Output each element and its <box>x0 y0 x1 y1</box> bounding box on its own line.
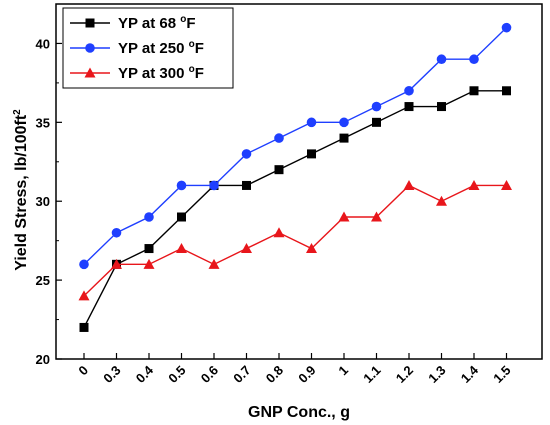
data-point <box>176 180 187 191</box>
data-point <box>469 54 479 65</box>
y-axis-title-superscript: 2 <box>12 109 23 115</box>
data-point <box>177 212 186 222</box>
data-point <box>79 322 89 332</box>
series-line <box>83 27 507 265</box>
legend-label: YP at 300 oF <box>118 64 204 82</box>
x-tick-label: 0.7 <box>230 363 253 386</box>
y-axis-title-main: Yield Stress, lb/100ft <box>13 114 30 271</box>
x-tick-label: 1.1 <box>360 363 383 386</box>
series-2 <box>79 22 512 270</box>
data-point <box>242 180 251 190</box>
legend-label: YP at 250 oF <box>118 39 204 57</box>
series-line <box>83 90 507 328</box>
data-point <box>371 101 382 112</box>
legend-label-main: YP at 300 <box>118 65 189 82</box>
data-point <box>372 117 381 127</box>
data-point <box>241 149 252 159</box>
legend-label: YP at 68 oF <box>118 14 196 32</box>
data-point <box>111 227 122 238</box>
x-tick-label: 1 <box>335 363 351 379</box>
x-tick-label: 0.3 <box>100 363 123 386</box>
data-point <box>208 258 220 269</box>
data-point <box>144 212 154 222</box>
legend-label-degree: o <box>189 64 195 75</box>
data-point <box>436 195 447 206</box>
x-tick-label: 0.5 <box>165 363 188 386</box>
data-point <box>437 102 446 112</box>
series-1 <box>79 86 511 332</box>
x-tick-label: 0.9 <box>295 363 318 386</box>
x-axis-title: GNP Conc., g <box>248 404 350 421</box>
legend-marker <box>85 43 95 53</box>
data-point <box>501 179 512 190</box>
data-point <box>111 258 122 269</box>
data-point <box>306 243 317 254</box>
data-point <box>403 179 415 190</box>
y-tick-label: 35 <box>36 115 50 130</box>
data-point <box>501 22 512 33</box>
legend-label-degree: o <box>189 39 195 50</box>
y-tick-label: 30 <box>36 194 50 209</box>
data-point <box>469 86 479 96</box>
legend-marker <box>84 67 96 78</box>
x-tick-label: 0.4 <box>133 362 157 386</box>
series-3 <box>78 179 512 301</box>
legend-label-unit: F <box>195 65 204 82</box>
data-point <box>143 258 155 269</box>
y-axis-ticks: 20 25 30 35 40 <box>36 36 62 367</box>
data-point <box>306 117 317 128</box>
data-point <box>468 179 480 190</box>
y-axis-title: Yield Stress, lb/100ft2 <box>12 109 30 271</box>
y-tick-label: 25 <box>36 273 50 288</box>
plot-frame <box>55 3 543 360</box>
data-point <box>436 54 447 65</box>
plot-marks <box>78 22 512 332</box>
data-point <box>273 227 285 238</box>
data-point <box>307 149 316 159</box>
y-tick-label: 20 <box>36 352 50 367</box>
legend-label-unit: F <box>186 15 195 32</box>
x-tick-label: 1.5 <box>490 363 513 386</box>
series-line <box>83 184 507 297</box>
data-point <box>78 290 90 301</box>
data-point <box>339 117 349 128</box>
x-tick-label: 1.3 <box>425 363 448 386</box>
legend-label-degree: o <box>180 14 186 25</box>
x-tick-label: 0 <box>75 363 91 379</box>
legend-marker <box>85 18 95 28</box>
data-point <box>209 180 219 191</box>
data-point <box>338 211 350 222</box>
data-point <box>404 85 414 96</box>
x-tick-label: 0.8 <box>263 363 286 386</box>
data-point <box>404 102 414 112</box>
x-tick-label: 1.4 <box>458 362 482 386</box>
x-axis-ticks: 0 0.3 0.4 0.5 0.6 0.7 0.8 0.9 1 1.1 1.2 1.3 1.4 1.5 <box>75 353 514 386</box>
y-tick-label: 40 <box>36 36 50 51</box>
data-point <box>339 133 349 143</box>
legend-label-main: YP at 68 <box>118 15 180 32</box>
data-point <box>144 244 154 254</box>
legend-label-unit: F <box>195 40 204 57</box>
data-point <box>502 86 511 96</box>
data-point <box>371 211 382 222</box>
data-point <box>241 243 252 254</box>
data-point <box>176 243 187 254</box>
x-tick-label: 1.2 <box>393 363 416 386</box>
data-point <box>79 259 89 270</box>
x-tick-label: 0.6 <box>198 363 221 386</box>
data-point <box>274 133 284 143</box>
data-point <box>274 165 284 175</box>
legend-label-main: YP at 250 <box>118 40 189 57</box>
